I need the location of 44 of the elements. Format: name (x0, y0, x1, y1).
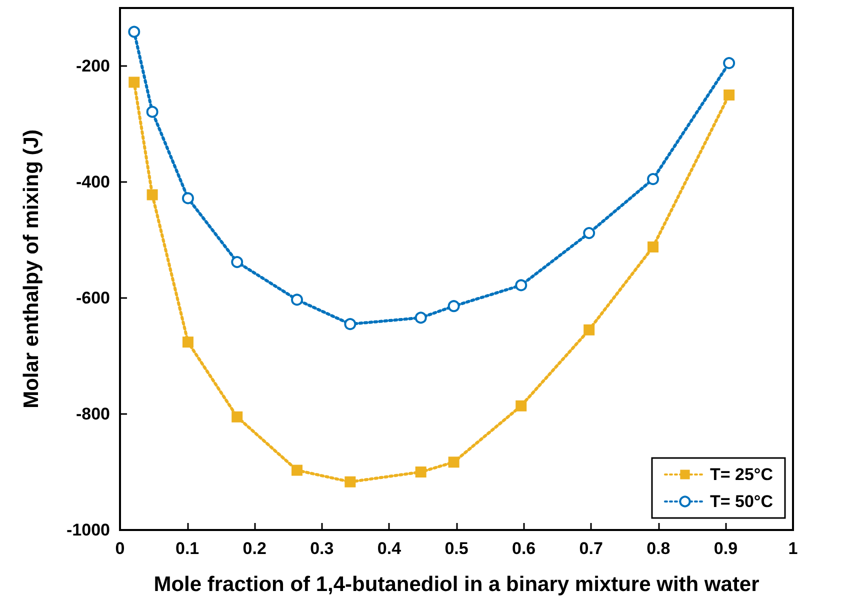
x-tick-label: 0 (115, 539, 125, 558)
point (648, 241, 659, 252)
point (414, 312, 427, 324)
x-tick-label: 0.8 (646, 539, 670, 558)
point (344, 318, 356, 330)
y-tick-label: -400 (76, 172, 110, 192)
point (448, 300, 460, 312)
x-tick-label: 1 (788, 539, 798, 558)
point (516, 400, 527, 412)
point (292, 464, 302, 476)
point (291, 294, 303, 306)
x-tick-label: 0.9 (714, 539, 738, 558)
x-tick-label: 0.3 (310, 539, 334, 558)
point (415, 466, 426, 478)
point (182, 192, 194, 204)
point (448, 456, 460, 468)
point (146, 106, 158, 118)
legend-label: T= 50°C (710, 492, 774, 511)
y-tick-label: -1000 (66, 520, 110, 540)
legend-label: T= 25°C (710, 465, 774, 484)
x-tick-label: 0.5 (444, 539, 468, 558)
x-tick-label: 0.6 (512, 539, 536, 558)
x-axis-title: Mole fraction of 1,4-butanediol in a binary mixture with water (154, 573, 760, 596)
point (584, 324, 595, 336)
point (146, 189, 158, 200)
point (128, 26, 140, 38)
point (515, 279, 528, 292)
point (182, 336, 194, 348)
point (723, 57, 736, 70)
x-tick-label: 0.7 (579, 539, 603, 558)
point (583, 227, 596, 240)
point (128, 76, 140, 88)
point (344, 476, 356, 488)
x-tick-label: 0.2 (242, 539, 266, 558)
point (647, 173, 660, 186)
y-tick-label: -200 (76, 56, 110, 76)
y-tick-label: -600 (76, 288, 110, 308)
point (724, 90, 735, 100)
x-tick-label: 0.1 (175, 539, 200, 558)
y-tick-label: -800 (76, 404, 110, 424)
point (232, 411, 243, 422)
point (231, 256, 244, 268)
x-tick-label: 0.4 (377, 539, 402, 558)
y-axis-title: Molar enthalpy of mixing (J) (20, 130, 43, 408)
